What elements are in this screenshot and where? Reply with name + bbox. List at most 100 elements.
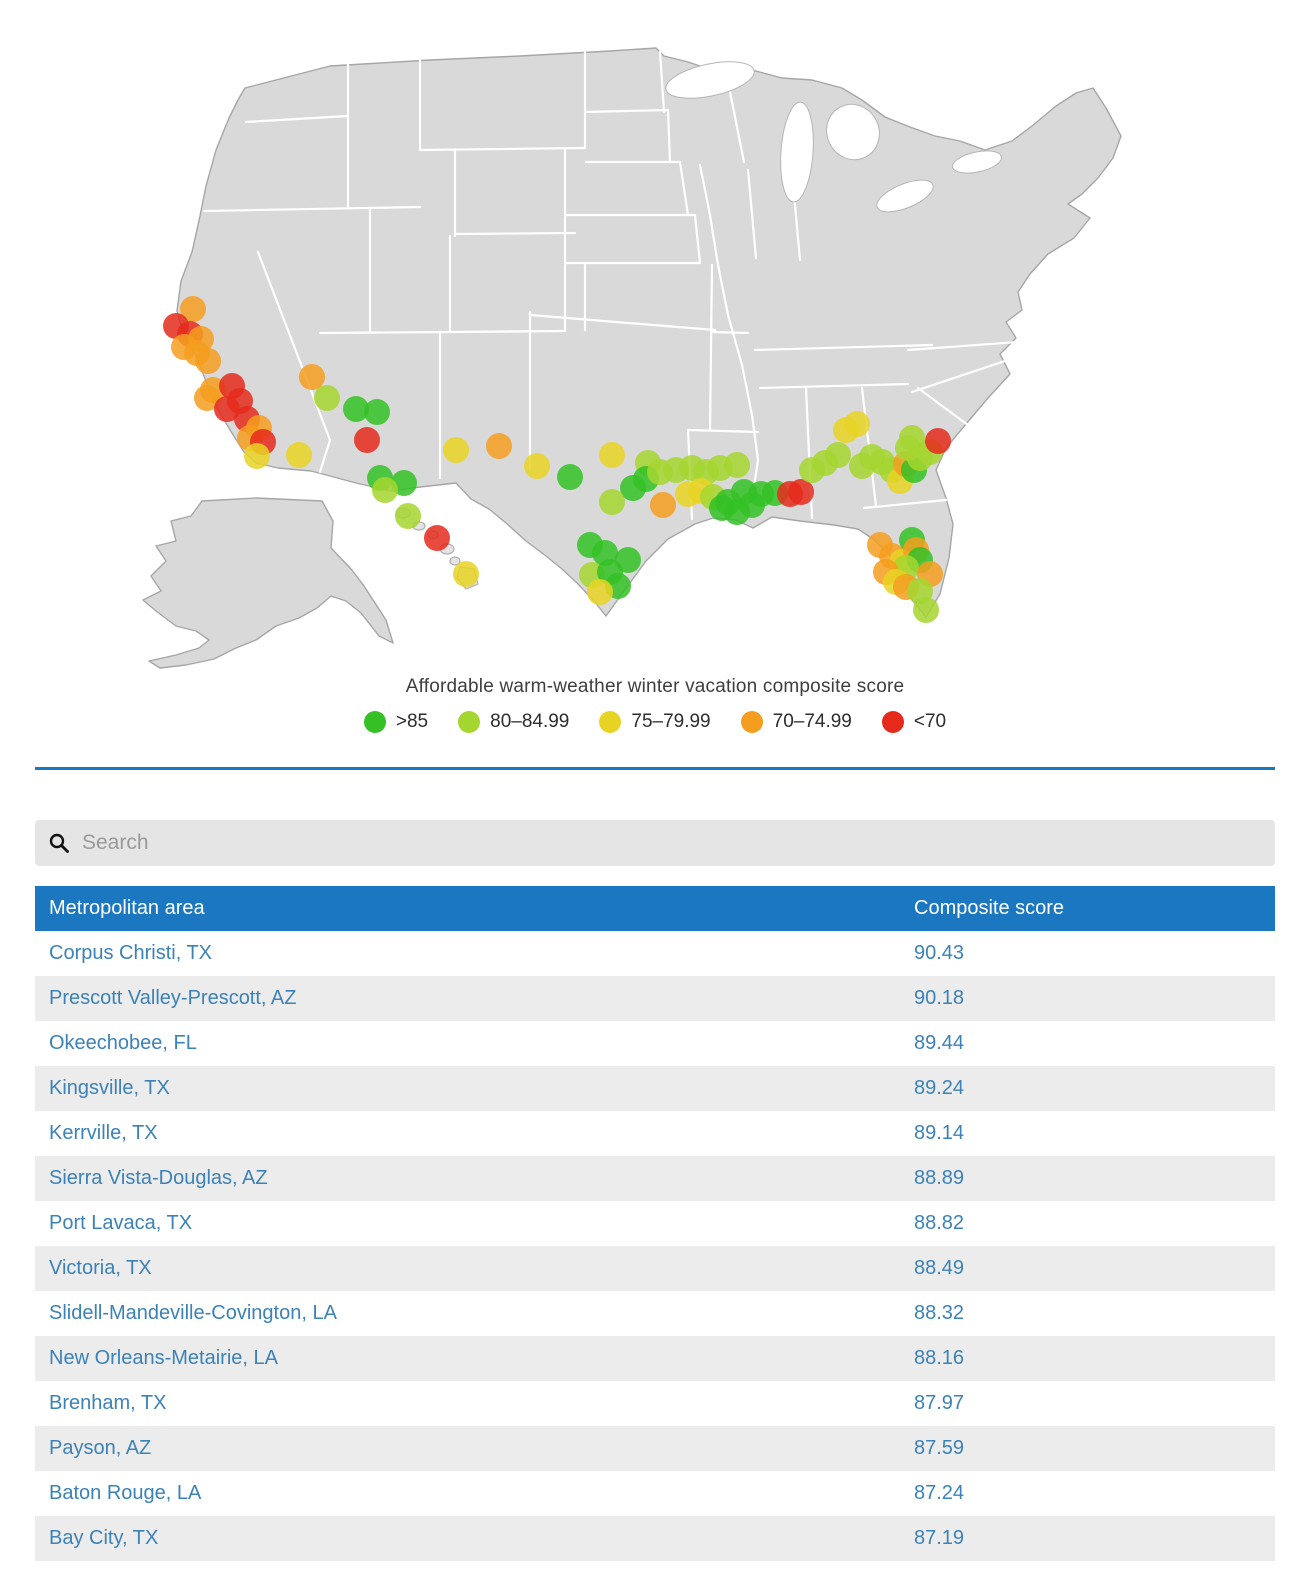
great-lakes (665, 61, 1003, 213)
composite-score-cell: 89.14 (914, 1122, 965, 1144)
composite-score-column-header[interactable]: Composite score (900, 886, 1275, 931)
metro-area-column-header[interactable]: Metropolitan area (35, 886, 900, 931)
metro-area-cell[interactable]: Prescott Valley-Prescott, AZ (49, 987, 297, 1009)
table-row[interactable]: Slidell-Mandeville-Covington, LA 88.32 (35, 1291, 1275, 1336)
composite-score-cell: 89.44 (914, 1032, 965, 1054)
legend-label: >85 (395, 711, 429, 732)
city-score-dot[interactable] (724, 452, 750, 478)
composite-score-cell: 87.19 (914, 1527, 965, 1549)
metro-area-cell[interactable]: Brenham, TX (49, 1392, 167, 1414)
city-score-dot[interactable] (599, 442, 625, 468)
legend-item-4: <70 (881, 711, 947, 733)
city-score-dot[interactable] (343, 396, 369, 422)
table-row[interactable]: Victoria, TX 88.49 (35, 1246, 1275, 1291)
table-row[interactable]: Port Lavaca, TX 88.82 (35, 1201, 1275, 1246)
scores-table: Metropolitan area Composite score Corpus… (35, 886, 1275, 1561)
composite-score-cell: 90.18 (914, 987, 965, 1009)
lake-erie (876, 179, 934, 213)
city-score-dot[interactable] (825, 442, 851, 468)
city-score-dot[interactable] (364, 399, 390, 425)
legend-label: <70 (913, 711, 947, 732)
table-row[interactable]: Bay City, TX 87.19 (35, 1516, 1275, 1561)
city-score-dot[interactable] (244, 443, 270, 469)
city-score-dot[interactable] (899, 425, 925, 451)
legend-dot-icon (458, 711, 481, 733)
table-row[interactable]: Payson, AZ 87.59 (35, 1426, 1275, 1471)
legend-label: 70–74.99 (772, 711, 852, 732)
legend-label: 80–84.99 (490, 711, 570, 732)
metro-area-cell[interactable]: Sierra Vista-Douglas, AZ (49, 1167, 268, 1189)
state-borders (202, 50, 1020, 521)
table-row[interactable]: Sierra Vista-Douglas, AZ 88.89 (35, 1156, 1275, 1201)
city-score-dot[interactable] (486, 433, 512, 459)
scores-table-wrap: Metropolitan area Composite score Corpus… (35, 886, 1275, 1561)
metro-area-cell[interactable]: Slidell-Mandeville-Covington, LA (49, 1302, 337, 1324)
lake-superior (665, 61, 755, 99)
city-score-dot[interactable] (650, 492, 676, 518)
city-score-dot[interactable] (709, 495, 735, 521)
city-score-dot[interactable] (788, 479, 814, 505)
city-score-dot[interactable] (372, 477, 398, 503)
table-row[interactable]: Baton Rouge, LA 87.24 (35, 1471, 1275, 1516)
table-row[interactable]: Kingsville, TX 89.24 (35, 1066, 1275, 1111)
city-score-dot[interactable] (195, 348, 221, 374)
city-score-dot[interactable] (299, 364, 325, 390)
table-row[interactable]: New Orleans-Metairie, LA 88.16 (35, 1336, 1275, 1381)
city-score-dot[interactable] (354, 427, 380, 453)
city-score-dot[interactable] (557, 464, 583, 490)
city-score-dot[interactable] (913, 597, 939, 623)
city-score-dot[interactable] (180, 296, 206, 322)
city-score-dot[interactable] (424, 525, 450, 551)
search-bar[interactable] (35, 820, 1275, 866)
composite-score-cell: 88.82 (914, 1212, 965, 1234)
city-score-dot[interactable] (844, 411, 870, 437)
city-score-dot[interactable] (314, 385, 340, 411)
city-score-dot[interactable] (194, 385, 220, 411)
table-row[interactable]: Kerrville, TX 89.14 (35, 1111, 1275, 1156)
metro-area-cell[interactable]: Okeechobee, FL (49, 1032, 197, 1054)
legend-dot-icon (599, 711, 622, 733)
metro-area-cell[interactable]: Victoria, TX (49, 1257, 152, 1279)
city-score-dot[interactable] (453, 561, 479, 587)
metro-area-cell[interactable]: Kerrville, TX (49, 1122, 158, 1144)
composite-score-cell: 87.59 (914, 1437, 965, 1459)
metro-area-cell[interactable]: Corpus Christi, TX (49, 942, 213, 964)
city-score-dot[interactable] (524, 453, 550, 479)
search-icon (49, 833, 69, 853)
legend-title: Affordable warm-weather winter vacation … (405, 676, 905, 697)
table-row[interactable]: Corpus Christi, TX 90.43 (35, 931, 1275, 976)
metro-area-cell[interactable]: Port Lavaca, TX (49, 1212, 193, 1234)
us-map (142, 47, 1122, 669)
metro-area-cell[interactable]: Bay City, TX (49, 1527, 159, 1549)
city-score-dot[interactable] (587, 579, 613, 605)
metro-area-cell[interactable]: Kingsville, TX (49, 1077, 170, 1099)
city-score-dot[interactable] (599, 489, 625, 515)
metro-area-cell[interactable]: Payson, AZ (49, 1437, 152, 1459)
score-dots-layer (163, 296, 951, 623)
table-row[interactable]: Okeechobee, FL 89.44 (35, 1021, 1275, 1066)
search-input[interactable] (80, 830, 1262, 856)
table-row[interactable]: Prescott Valley-Prescott, AZ 90.18 (35, 976, 1275, 1021)
composite-score-cell: 88.32 (914, 1302, 965, 1324)
table-row[interactable]: Brenham, TX 87.97 (35, 1381, 1275, 1426)
lake-huron (826, 103, 880, 161)
table-header-row: Metropolitan area Composite score (35, 886, 1275, 931)
legend-item-3: 70–74.99 (740, 711, 852, 733)
legend-dot-icon (740, 711, 763, 733)
composite-score-cell: 88.16 (914, 1347, 965, 1369)
metro-area-cell[interactable]: New Orleans-Metairie, LA (49, 1347, 278, 1369)
legend-item-2: 75–79.99 (599, 711, 711, 733)
metro-area-cell[interactable]: Baton Rouge, LA (49, 1482, 202, 1504)
legend-item-0: >85 (363, 711, 429, 733)
section-divider (35, 767, 1275, 770)
composite-score-cell: 88.89 (914, 1167, 965, 1189)
city-score-dot[interactable] (925, 428, 951, 454)
city-score-dot[interactable] (214, 396, 240, 422)
city-score-dot[interactable] (395, 503, 421, 529)
legend-dot-icon (363, 711, 386, 733)
composite-score-cell: 87.24 (914, 1482, 965, 1504)
lake-ontario (951, 150, 1003, 174)
city-score-dot[interactable] (286, 442, 312, 468)
city-score-dot[interactable] (443, 437, 469, 463)
